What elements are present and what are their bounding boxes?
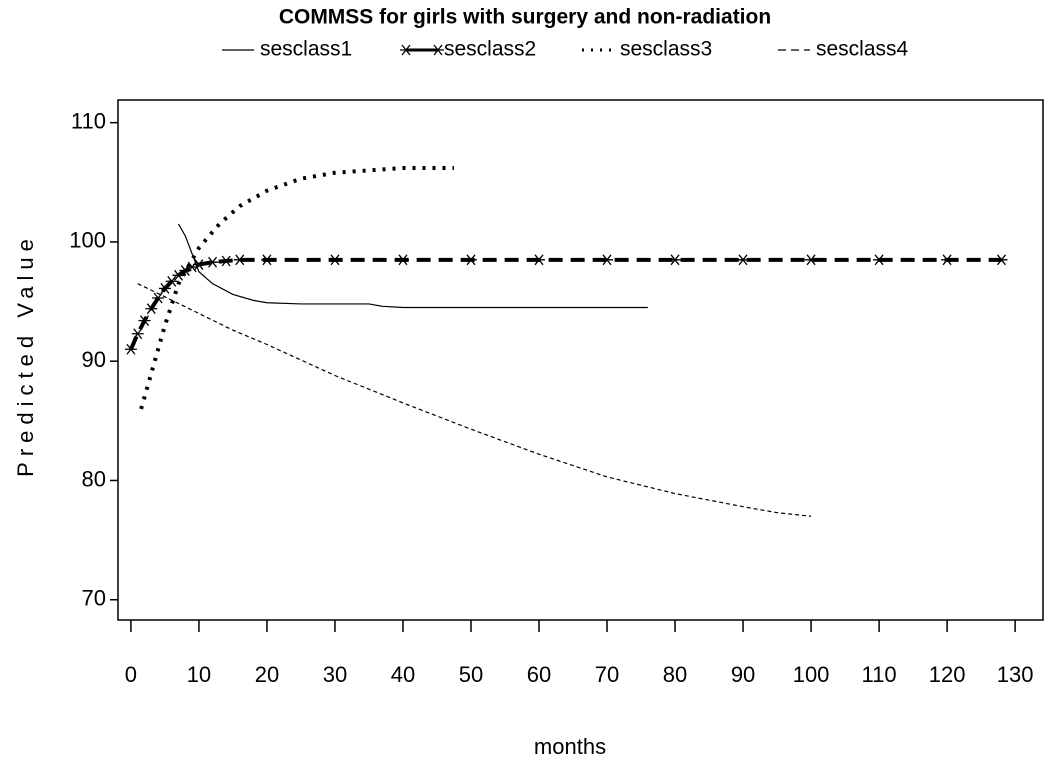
x-tick-label: 20	[255, 662, 279, 687]
point-marker	[138, 315, 151, 327]
x-tick-label: 130	[997, 662, 1034, 687]
x-tick-label: 30	[323, 662, 347, 687]
point-marker	[328, 254, 341, 266]
y-tick-label: 100	[69, 228, 106, 253]
point-marker	[131, 328, 144, 340]
series-line	[178, 223, 648, 309]
x-tick-label: 40	[391, 662, 415, 687]
legend-label: sesclass1	[260, 38, 352, 61]
point-marker	[533, 254, 546, 266]
point-marker	[152, 292, 165, 304]
y-tick-label: 70	[82, 586, 106, 611]
point-marker	[158, 283, 171, 294]
series-line	[137, 283, 812, 517]
legend-label: sesclass2	[444, 38, 536, 61]
x-tick-label: 80	[663, 662, 687, 687]
point-marker	[233, 254, 246, 266]
x-tick-label: 60	[527, 662, 551, 687]
point-marker	[601, 254, 614, 266]
point-marker	[145, 303, 158, 315]
point-marker	[941, 254, 954, 266]
point-marker	[873, 254, 886, 266]
legend-marker	[400, 44, 412, 56]
chart-title: COMMSS for girls with surgery and non-ra…	[279, 6, 771, 29]
point-marker	[165, 275, 178, 287]
point-marker	[396, 254, 409, 266]
x-axis-label: months	[534, 734, 606, 759]
series-line	[139, 165, 454, 410]
point-marker	[192, 259, 205, 270]
x-tick-label: 70	[595, 662, 619, 687]
point-marker	[220, 255, 233, 267]
plot-frame	[117, 99, 1044, 621]
y-axis-label: Predicted Value	[13, 233, 38, 477]
y-tick-label: 110	[71, 108, 106, 133]
point-marker	[995, 254, 1008, 266]
point-marker	[186, 261, 199, 273]
legend-label: sesclass3	[620, 38, 712, 61]
x-tick-label: 0	[125, 662, 137, 687]
point-marker	[737, 254, 750, 266]
legend-label: sesclass4	[816, 38, 909, 61]
point-marker	[669, 254, 682, 266]
point-marker	[172, 269, 185, 281]
point-marker	[805, 254, 818, 266]
point-marker	[260, 254, 273, 266]
y-tick-label: 80	[82, 466, 106, 491]
point-marker	[464, 254, 477, 266]
point-marker	[206, 256, 219, 268]
x-tick-label: 90	[731, 662, 755, 687]
series-line	[129, 257, 1002, 351]
y-tick-label: 90	[82, 347, 106, 372]
x-tick-label: 50	[459, 662, 483, 687]
x-tick-label: 120	[929, 662, 966, 687]
x-tick-label: 100	[793, 662, 830, 687]
point-marker	[124, 343, 137, 355]
x-tick-label: 110	[862, 662, 897, 687]
x-tick-label: 10	[187, 662, 211, 687]
legend-marker	[432, 44, 444, 56]
